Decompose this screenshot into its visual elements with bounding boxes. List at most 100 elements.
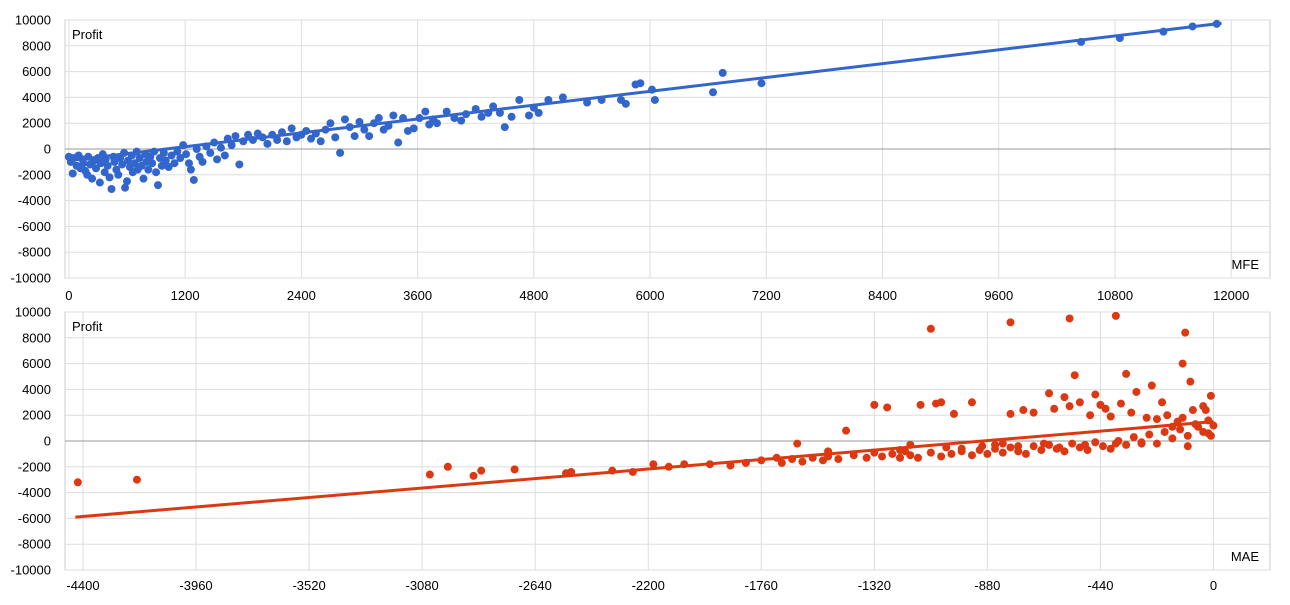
data-point [164,163,173,172]
data-point [114,170,123,179]
x-axis-label: MFE [1232,257,1260,272]
data-point [1152,415,1161,424]
y-tick-label: 0 [44,142,51,157]
y-tick-label: 10000 [15,13,51,28]
y-axis-label: Profit [72,27,103,42]
data-point [878,452,887,461]
data-point [757,79,766,88]
data-point [967,398,976,407]
data-point [176,154,185,163]
data-point [883,403,892,412]
data-point [152,168,161,177]
data-point [1091,438,1100,447]
data-point [1045,389,1054,398]
data-point [949,409,958,418]
data-point [79,159,88,168]
data-point [798,457,807,466]
data-point [926,324,935,333]
x-tick-label: 2400 [287,288,316,303]
x-tick-label: -1760 [745,578,778,593]
data-point [365,132,374,141]
data-point [189,175,198,184]
data-point [1006,318,1015,327]
data-point [1106,444,1115,453]
data-point [937,452,946,461]
y-tick-label: -6000 [18,511,51,526]
data-point [132,475,141,484]
data-point [834,455,843,464]
data-point [1194,422,1203,431]
data-point [1163,411,1172,420]
data-point [1176,425,1185,434]
data-point [1006,443,1015,452]
data-point [1037,446,1046,455]
data-point [186,165,195,174]
x-tick-label: 3600 [403,288,432,303]
y-tick-label: -6000 [18,219,51,234]
data-point [340,115,349,124]
data-point [1127,408,1136,417]
data-point [167,151,176,160]
data-point [91,164,100,173]
y-tick-label: -2000 [18,167,51,182]
y-tick-label: 6000 [22,64,51,79]
data-point [1206,391,1215,400]
y-tick-label: -8000 [18,245,51,260]
data-point [1158,398,1167,407]
data-point [718,68,727,77]
data-point [1186,377,1195,386]
data-point [477,466,486,475]
data-point [336,148,345,157]
data-point [170,159,179,168]
data-point [394,138,403,147]
data-point [425,470,434,479]
data-point [355,117,364,126]
data-point [515,95,524,104]
data-point [1142,413,1151,422]
data-point [107,184,116,193]
x-tick-label: -4400 [66,578,99,593]
data-point [896,453,905,462]
data-point [888,449,897,458]
data-point [1019,406,1028,415]
x-tick-label: -440 [1087,578,1113,593]
data-point [957,444,966,453]
data-point [906,451,915,460]
y-tick-label: 0 [44,434,51,449]
data-point [1188,406,1197,415]
data-point [947,449,956,458]
data-point [1129,433,1138,442]
data-point [1111,439,1120,448]
data-point [1145,430,1154,439]
data-point [206,148,215,157]
trendline [75,420,1214,519]
x-tick-label: -2640 [519,578,552,593]
data-point [213,155,222,164]
data-point [510,465,519,474]
data-point [95,178,104,187]
data-point [287,124,296,133]
data-point [1075,398,1084,407]
data-point [153,181,162,190]
data-point [1116,399,1125,408]
x-tick-label: -2200 [632,578,665,593]
data-point [1101,404,1110,413]
data-point [273,135,282,144]
data-point [1098,442,1107,451]
data-point [1137,439,1146,448]
data-point [139,174,148,183]
data-point [500,123,509,132]
data-point [282,137,291,146]
data-point [967,451,976,460]
y-tick-label: -10000 [11,563,51,578]
y-tick-label: -10000 [11,271,51,286]
data-point [110,157,119,166]
data-point [507,112,516,121]
data-point [443,462,452,471]
y-tick-label: 2000 [22,116,51,131]
data-point [1050,404,1059,413]
data-point [926,448,935,457]
x-tick-label: 7200 [752,288,781,303]
data-point [1014,442,1023,451]
data-point [442,107,451,116]
